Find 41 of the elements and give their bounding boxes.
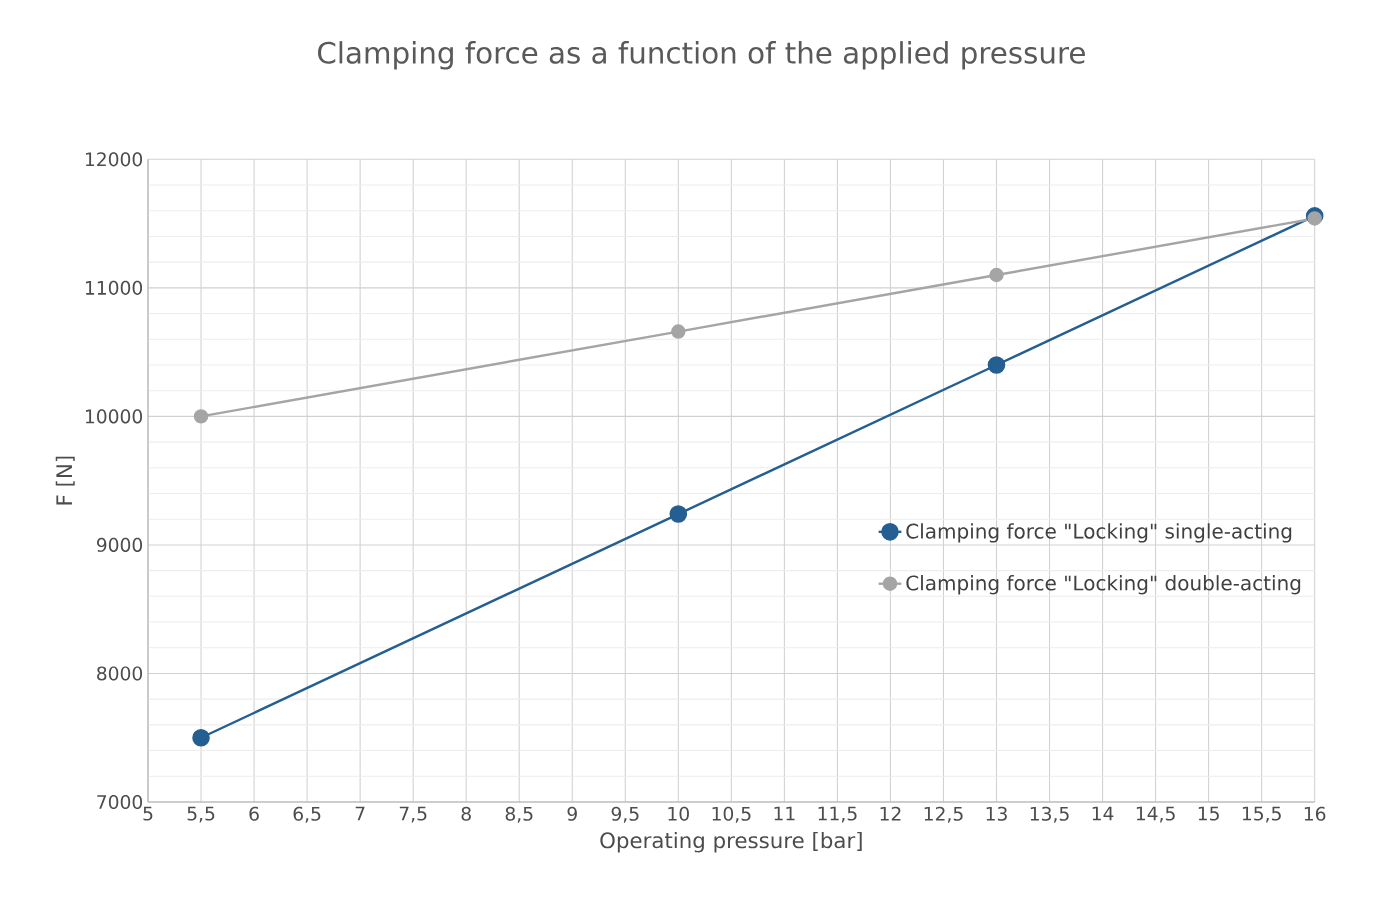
x-tick-label: 12,5 — [924, 806, 963, 823]
point — [1307, 211, 1322, 226]
y-tick-label: 8000 — [97, 666, 143, 681]
x-tick-label: 14,5 — [1136, 806, 1175, 823]
legend-label: Clamping force "Locking" double-acting — [906, 575, 1301, 595]
y-tick-label: 10000 — [85, 409, 143, 424]
x-tick-label: 6 — [249, 806, 259, 821]
x-tick-label: 8 — [461, 806, 471, 821]
point — [192, 728, 210, 747]
x-tick-label: 15 — [1198, 806, 1219, 821]
x-tick-label: 14 — [1092, 806, 1114, 821]
y-tick-label: 7000 — [97, 794, 143, 810]
x-tick-label: 10,5 — [712, 806, 751, 823]
x-tick-label: 9,5 — [611, 806, 639, 823]
x-tick-label: 5,5 — [187, 806, 215, 823]
y-tick-label: 9000 — [96, 537, 143, 552]
x-tick-label: 5 — [143, 806, 153, 821]
point — [989, 267, 1004, 283]
x-tick-label: 13 — [986, 806, 1007, 821]
y-tick-label: 12000 — [85, 152, 143, 167]
x-tick-label: 8,5 — [505, 806, 533, 823]
x-tick-label: 10 — [668, 806, 689, 821]
x-tick-label: 7,5 — [399, 806, 427, 823]
x-tick-label: 16 — [1304, 806, 1326, 821]
point — [193, 409, 209, 424]
x-tick-label: 9 — [567, 806, 577, 821]
legend-label: Clamping force "Locking" single-acting — [906, 523, 1292, 543]
x-tick-label: 15,5 — [1242, 806, 1281, 823]
point — [669, 505, 688, 523]
chart-title: Clamping force as a function of the applied pressure — [318, 41, 1085, 70]
y-axis-title: F [N] — [55, 456, 75, 505]
point — [987, 356, 1006, 374]
x-tick-label: 13,5 — [1030, 806, 1069, 823]
x-tick-label: 11,5 — [818, 806, 857, 823]
x-tick-label: 6,5 — [293, 806, 321, 823]
y-tick-label: 11000 — [85, 280, 143, 295]
x-tick-label: 12 — [880, 806, 901, 821]
x-tick-label: 11 — [774, 806, 795, 821]
x-tick-label: 7 — [355, 806, 365, 821]
point — [671, 324, 686, 339]
x-axis-title: Operating pressure [bar] — [600, 831, 862, 853]
